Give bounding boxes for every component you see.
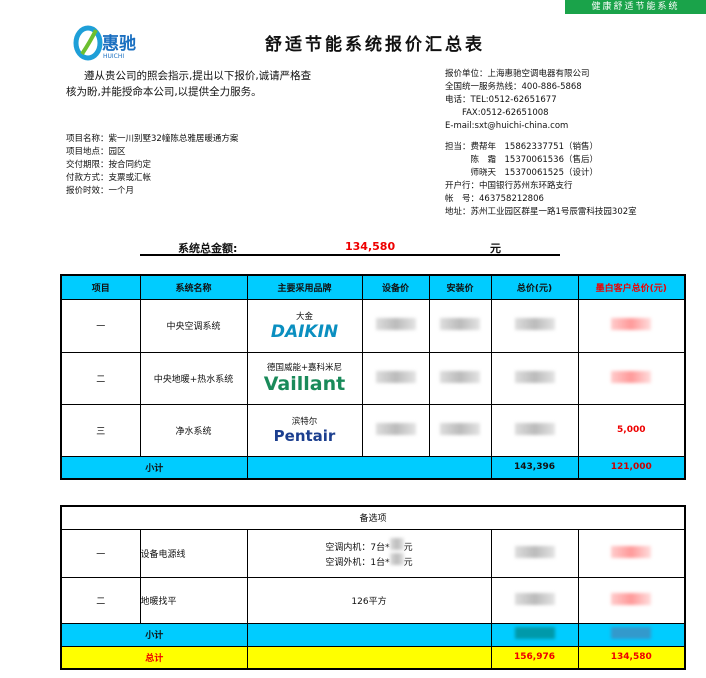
subtotal-label: 小计 (60, 622, 248, 647)
brand-name: 滨特尔 (291, 417, 318, 427)
project-line: 项目名称：紫一川别墅32幢陈总雅居暖通方案 (66, 134, 239, 144)
total-value: 134,580 (345, 240, 396, 253)
page-title: 舒适节能系统报价汇总表 (265, 35, 485, 55)
client-price: 5,000 (577, 403, 686, 457)
brand-cell: 滨特尔 Pentair (246, 403, 363, 457)
grand-total: 156,976 (490, 645, 579, 670)
desc-line: 空调外机：1台* (325, 558, 390, 568)
blurred-value (611, 592, 652, 605)
brand-cell: 德国威能+嘉科米尼 Vaillant (246, 351, 363, 405)
quote-table: 项目 系统名称 主要采用品牌 设备价 安装价 总价(元) 墨白客户总价(元) 一… (60, 274, 686, 480)
blurred-value (375, 422, 416, 435)
header-row: 项目 系统名称 主要采用品牌 设备价 安装价 总价(元) 墨白客户总价(元) (60, 274, 686, 300)
table-row: 一 中央空调系统 大金 DAIKIN (60, 298, 686, 353)
company-line: 电话：TEL:0512-62651677 (445, 95, 557, 105)
blurred-value (440, 318, 480, 330)
svg-text:惠驰: 惠驰 (102, 33, 136, 54)
grand-total-row: 总计 156,976 134,580 (60, 645, 686, 670)
huichi-logo: 惠驰 HUICHI (73, 25, 136, 61)
project-line: 付款方式：支票或汇帐 (66, 173, 152, 183)
company-line: E-mail:sxt@huichi-china.com (445, 121, 569, 131)
blurred-value (611, 627, 652, 639)
subtotal-total: 143,396 (490, 455, 579, 480)
blurred-value (514, 370, 555, 383)
brand-cell: 大金 DAIKIN (246, 298, 363, 353)
option-desc: 126平方 (246, 576, 492, 624)
company-line: 地址：苏州工业园区群星一路1号辰雷科技园302室 (445, 207, 637, 217)
blurred-value (514, 545, 555, 558)
company-line: FAX:0512-62651008 (445, 108, 549, 118)
option-name: 地暖找平 (139, 576, 248, 624)
brand-name: 德国威能+嘉科米尼 (266, 363, 343, 373)
system-total: 系统总金额: 134,580 元 (140, 238, 560, 256)
company-line: 担当：费帮年 15862337751（销售） (445, 142, 598, 152)
col-header: 总价(元) (490, 274, 579, 300)
company-line: 全国统一服务热线：400-886-5868 (445, 82, 582, 92)
col-header: 系统名称 (139, 274, 248, 300)
option-name: 设备电源线 (139, 528, 248, 578)
pentair-logo: Pentair (273, 427, 336, 445)
table-row: 一 设备电源线 空调内机：7台* 元空调外机：1台* 元 (60, 528, 686, 578)
subtotal-row: 小计 143,396 121,000 (60, 455, 686, 480)
svg-text:HUICHI: HUICHI (103, 53, 124, 60)
col-header: 项目 (60, 274, 141, 300)
company-line: 陈 霜 15370061536（售后） (445, 155, 599, 165)
project-line: 项目地点：园区 (66, 147, 126, 157)
vaillant-logo: Vaillant (263, 373, 346, 395)
col-header: 安装价 (428, 274, 492, 300)
total-label: 系统总金额: (178, 242, 238, 255)
subtotal-label: 小计 (60, 455, 248, 480)
item-no: 一 (60, 528, 141, 578)
blurred-value (440, 422, 480, 435)
grand-client-total: 134,580 (577, 645, 686, 670)
item-no: 二 (60, 576, 141, 624)
desc-line: 空调内机：7台* (325, 543, 390, 553)
desc-unit: 元 (403, 558, 413, 568)
blurred-value (375, 370, 416, 383)
option-desc: 空调内机：7台* 元空调外机：1台* 元 (246, 528, 492, 578)
col-header: 墨白客户总价(元) (577, 274, 686, 300)
options-table: 备选项 一 设备电源线 空调内机：7台* 元空调外机：1台* 元 二 地暖找平 12… (60, 505, 687, 670)
subtotal-client: 121,000 (577, 455, 686, 480)
options-title: 备选项 (60, 505, 686, 530)
blurred-value (389, 553, 404, 565)
system-name: 中央空调系统 (139, 298, 248, 353)
brand-name: 大金 (295, 311, 313, 322)
company-line: 开户行：中国银行苏州东环路支行 (445, 181, 573, 191)
blurred-value (611, 545, 652, 558)
system-name: 净水系统 (139, 403, 248, 457)
slogan-badge: 健康舒适节能系统 (565, 0, 706, 14)
system-name: 中央地暖+热水系统 (139, 351, 248, 405)
subtotal-row: 小计 (60, 622, 686, 647)
col-header: 主要采用品牌 (246, 274, 363, 300)
total-unit: 元 (490, 242, 501, 255)
blurred-value (611, 318, 652, 330)
project-line: 报价时效：一个月 (66, 186, 135, 196)
project-line: 交付期限：按合同约定 (66, 160, 152, 170)
col-header: 设备价 (361, 274, 430, 300)
item-no: 二 (60, 351, 141, 405)
table-row: 三 净水系统 滨特尔 Pentair 5,000 (60, 403, 686, 457)
table-row: 二 地暖找平 126平方 (60, 576, 686, 624)
blurred-value (389, 538, 404, 550)
blurred-value (514, 627, 555, 639)
company-line: 报价单位：上海惠驰空调电器有限公司 (445, 69, 590, 79)
grand-total-label: 总计 (60, 645, 248, 670)
table-row: 二 中央地暖+热水系统 德国威能+嘉科米尼 Vaillant (60, 351, 686, 405)
blurred-value (514, 318, 555, 330)
daikin-logo: DAIKIN (270, 321, 339, 342)
blurred-value (514, 422, 555, 435)
blurred-value (514, 592, 555, 605)
blurred-value (375, 318, 416, 330)
item-no: 一 (60, 298, 141, 353)
company-line: 师晓天 15370061525（设计） (445, 168, 599, 178)
desc-unit: 元 (403, 543, 413, 553)
project-info: 项目名称：紫一川别墅32幢陈总雅居暖通方案 项目地点：园区 交付期限：按合同约定… (66, 133, 238, 198)
item-no: 三 (60, 403, 141, 457)
company-info: 报价单位：上海惠驰空调电器有限公司 全国统一服务热线：400-886-5868 … (445, 68, 637, 219)
intro-text: 遵从贵公司的照会指示,提出以下报价,诚请严格查核为盼,并能授命本公司,以提供全力… (66, 70, 312, 98)
blurred-value (611, 370, 652, 383)
company-line: 帐 号：463758212806 (445, 194, 544, 204)
blurred-value (440, 370, 480, 383)
